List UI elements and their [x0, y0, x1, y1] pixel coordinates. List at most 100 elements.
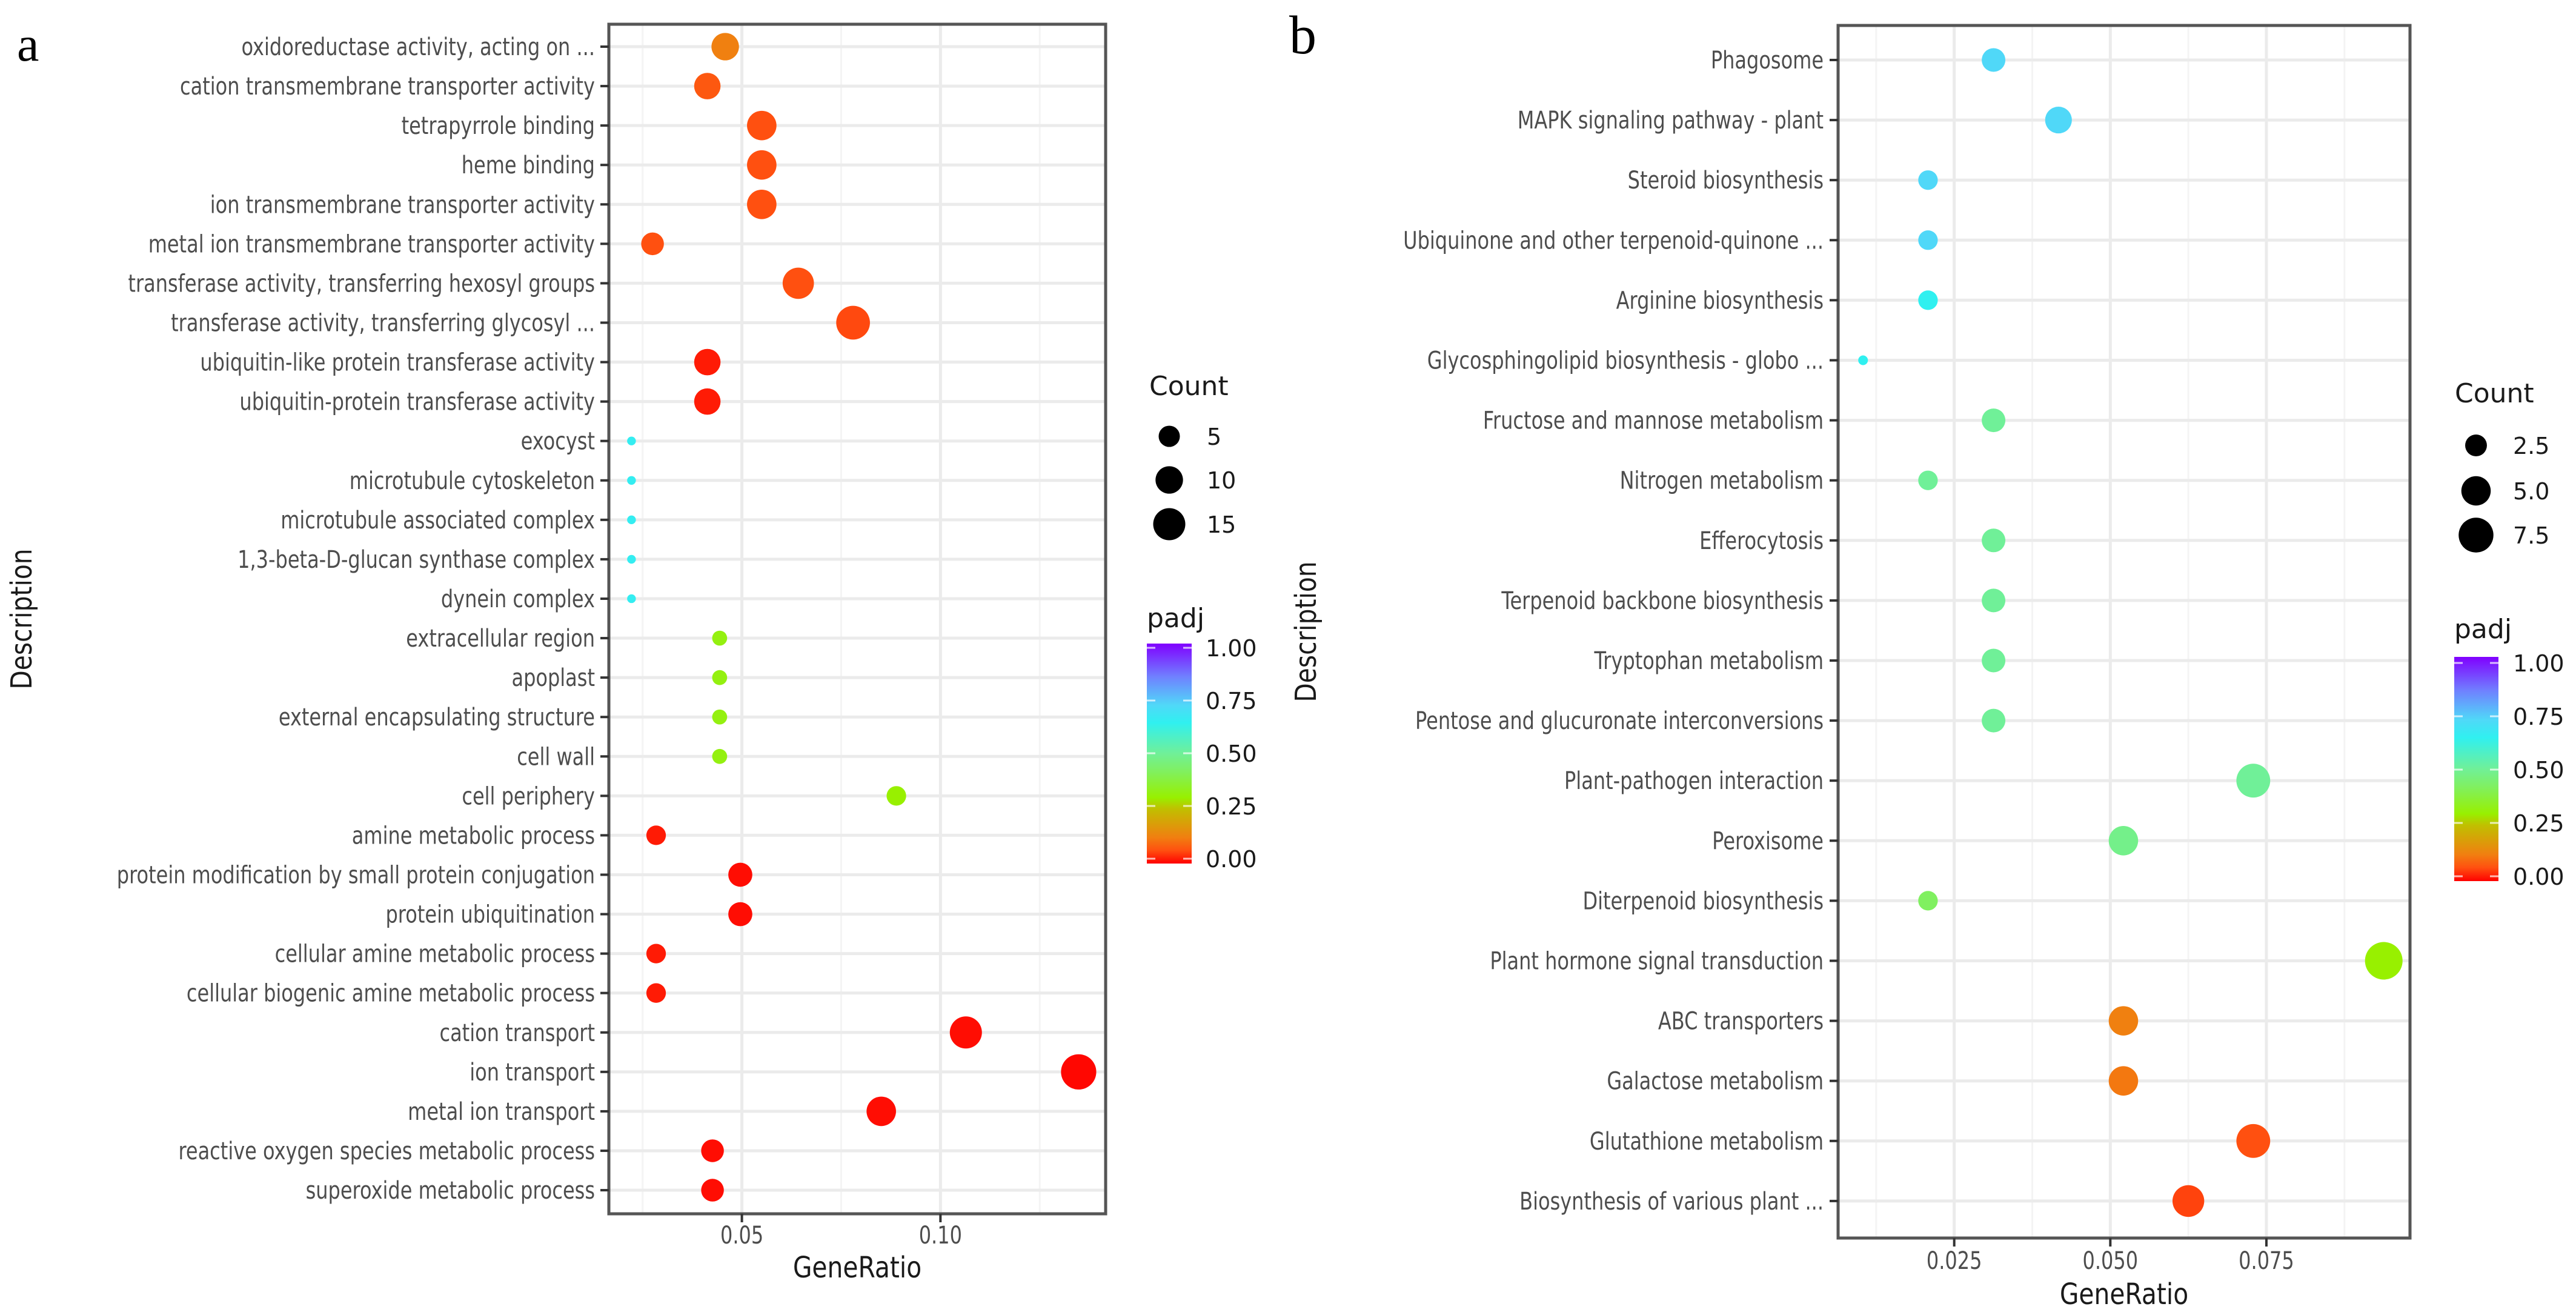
data-point: [1061, 1054, 1097, 1090]
y-tick-label: 1,3-beta-D-glucan synthase complex: [237, 545, 595, 573]
data-point: [2365, 942, 2403, 980]
data-point: [2236, 1124, 2271, 1158]
y-tick-label: amine metabolic process: [352, 821, 595, 850]
data-point: [2172, 1185, 2205, 1217]
data-point: [701, 1179, 724, 1202]
data-point: [836, 305, 870, 340]
y-tick-label: Diterpenoid biosynthesis: [1582, 887, 1824, 915]
data-point: [627, 436, 636, 445]
y-tick-label: Galactose metabolism: [1607, 1067, 1824, 1095]
y-tick-label: extracellular region: [406, 624, 595, 653]
y-tick-label: heme binding: [462, 151, 595, 179]
colorbar-label: 0.25: [2513, 810, 2564, 837]
data-point: [1982, 408, 2006, 433]
panel-border: [1836, 24, 2412, 1240]
y-tick-label: Pentose and glucuronate interconversions: [1415, 707, 1824, 735]
y-axis-title: Description: [1289, 561, 1323, 702]
colorbar-label: 0.00: [1206, 846, 1257, 873]
size-legend-label: 2.5: [2513, 433, 2549, 459]
data-point: [712, 630, 728, 646]
data-point: [1982, 648, 2006, 673]
y-tick-label: superoxide metabolic process: [306, 1176, 595, 1204]
data-point: [627, 594, 636, 604]
data-point: [712, 709, 728, 725]
y-tick-label: Nitrogen metabolism: [1620, 466, 1824, 494]
x-axis-title: GeneRatio: [793, 1251, 921, 1285]
dotplot-panel-a: oxidoreductase activity, acting on ... ca…: [5, 22, 1257, 1285]
colorbar-label: 0.00: [2513, 864, 2564, 890]
x-tick-label: 0.025: [1927, 1246, 1982, 1274]
data-point: [646, 983, 666, 1003]
size-legend-key: [2465, 434, 2487, 456]
data-point: [1918, 470, 1938, 490]
color-legend-title: padj: [2454, 614, 2512, 645]
data-point: [627, 515, 636, 525]
colorbar-label: 1.00: [2513, 650, 2564, 677]
y-tick-label: cation transmembrane transporter activit…: [180, 72, 595, 101]
color-legend-title: padj: [1147, 603, 1204, 634]
y-tick-label: Peroxisome: [1712, 827, 1824, 855]
size-legend-label: 5: [1207, 424, 1221, 450]
colorbar-label: 0.25: [1206, 793, 1257, 820]
y-tick-label: protein ubiquitination: [386, 900, 595, 928]
dotplot-panel-b: Phagosome MAPK signaling pathway - plant S…: [1289, 24, 2564, 1311]
y-tick-label: Efferocytosis: [1699, 526, 1824, 554]
y-tick-label: dynein complex: [441, 584, 595, 613]
size-legend-title: Count: [2455, 378, 2534, 409]
y-tick-label: ABC transporters: [1658, 1007, 1824, 1035]
y-tick-label: ubiquitin-protein transferase activity: [239, 387, 595, 416]
data-point: [2108, 1066, 2139, 1096]
data-point: [646, 825, 666, 845]
data-point: [1982, 708, 2006, 733]
y-tick-label: Biosynthesis of various plant ...: [1519, 1187, 1824, 1215]
data-point: [712, 670, 728, 685]
colorbar-label: 0.50: [2513, 757, 2564, 784]
y-axis-title: Description: [5, 548, 39, 689]
y-tick-label: microtubule associated complex: [281, 505, 595, 534]
size-legend: Count 5 10 15: [1149, 371, 1236, 541]
y-tick-label: cell periphery: [462, 782, 595, 810]
y-tick-label: cellular biogenic amine metabolic proces…: [187, 979, 595, 1007]
data-point: [1982, 48, 2006, 72]
y-tick-label: Plant hormone signal transduction: [1490, 947, 1824, 975]
data-point: [646, 944, 666, 964]
data-point: [747, 150, 777, 180]
y-tick-label: reactive oxygen species metabolic proces…: [178, 1136, 595, 1165]
size-legend-key: [2461, 476, 2491, 506]
y-tick-label: MAPK signaling pathway - plant: [1518, 106, 1824, 135]
data-point: [728, 862, 752, 887]
y-tick-label: cell wall: [517, 742, 595, 771]
data-point: [1982, 528, 2006, 553]
x-axis-title: GeneRatio: [2060, 1277, 2188, 1311]
size-legend-key: [2458, 518, 2494, 553]
size-legend-title: Count: [1149, 371, 1229, 402]
x-tick-label: 0.075: [2239, 1246, 2294, 1274]
y-tick-label: metal ion transmembrane transporter acti…: [148, 230, 595, 258]
data-point: [747, 110, 777, 141]
panel-label-b: b: [1289, 5, 1316, 65]
y-tick-label: Glutathione metabolism: [1590, 1127, 1824, 1155]
y-tick-label: Steroid biosynthesis: [1628, 166, 1824, 195]
data-point: [728, 902, 752, 927]
data-point: [1918, 230, 1938, 250]
data-point: [2236, 764, 2271, 798]
y-tick-label: tetrapyrrole binding: [402, 112, 595, 140]
colorbar-label: 0.50: [1206, 741, 1257, 767]
data-point: [1918, 891, 1938, 911]
data-point: [2045, 107, 2072, 134]
y-tick-label: microtubule cytoskeleton: [350, 466, 595, 494]
y-tick-label: external encapsulating structure: [279, 703, 595, 731]
y-tick-label: cellular amine metabolic process: [275, 939, 595, 968]
y-tick-label: protein modification by small protein co…: [117, 861, 595, 889]
y-tick-label: metal ion transport: [408, 1097, 595, 1125]
data-point: [711, 33, 739, 61]
y-tick-label: Fructose and mannose metabolism: [1483, 406, 1824, 434]
size-legend-key: [1153, 508, 1186, 541]
size-legend-label: 5.0: [2513, 478, 2549, 505]
y-tick-label: apoplast: [511, 664, 595, 692]
y-tick-label: ion transmembrane transporter activity: [210, 190, 595, 219]
data-point: [1918, 170, 1938, 190]
